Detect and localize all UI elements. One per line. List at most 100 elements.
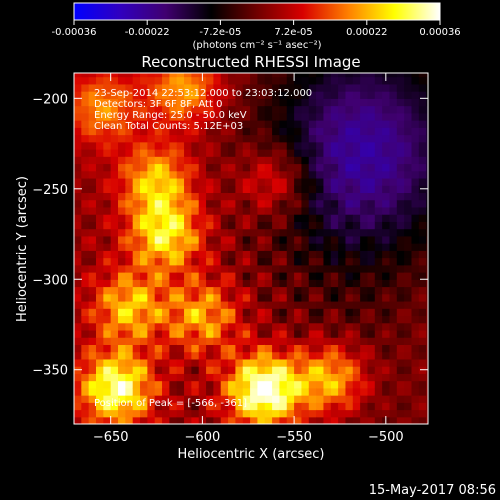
heatmap-cell [235, 257, 244, 266]
heatmap-cell [316, 366, 325, 374]
heatmap-cell [235, 286, 244, 295]
heatmap-cell [191, 228, 200, 237]
heatmap-cell [176, 98, 185, 107]
heatmap-cell [250, 163, 259, 172]
heatmap-cell [110, 264, 119, 273]
heatmap-cell [308, 228, 317, 237]
heatmap-cell [110, 185, 119, 194]
heatmap-cell [81, 163, 90, 172]
heatmap-cell [301, 264, 310, 273]
heatmap-cell [264, 279, 273, 288]
heatmap-cell [294, 409, 303, 418]
heatmap-cell [242, 395, 251, 403]
heatmap-cell [132, 105, 141, 114]
heatmap-cell [228, 177, 237, 186]
heatmap-cell [125, 395, 134, 403]
heatmap-cell [96, 264, 104, 273]
heatmap-cell [264, 76, 273, 85]
heatmap-cell [220, 73, 229, 78]
heatmap-cell [213, 112, 222, 121]
heatmap-cell [367, 358, 376, 367]
heatmap-cell [367, 127, 376, 136]
heatmap-cell [154, 112, 163, 121]
heatmap-cell [125, 199, 134, 208]
heatmap-cell [169, 148, 178, 157]
heatmap-cell [184, 98, 192, 107]
heatmap-cell [272, 76, 281, 85]
heatmap-cell [88, 221, 97, 230]
heatmap-cell [323, 250, 332, 259]
heatmap-cell [279, 199, 288, 208]
heatmap-cell [301, 163, 310, 172]
heatmap-cell [389, 250, 398, 259]
heatmap-cell [132, 206, 141, 215]
heatmap-cell [191, 91, 200, 99]
heatmap-cell [264, 272, 273, 280]
heatmap-cell [103, 373, 112, 382]
heatmap-cell [103, 409, 112, 418]
heatmap-cell [81, 192, 90, 201]
heatmap-cell [213, 156, 222, 165]
heatmap-cell [103, 112, 112, 121]
heatmap-cell [257, 366, 266, 374]
heatmap-cell [367, 148, 376, 157]
heatmap-cell [154, 76, 163, 85]
heatmap-cell [396, 272, 405, 280]
heatmap-cell [389, 148, 398, 157]
heatmap-cell [213, 337, 222, 345]
y-axis: −350−300−250−200 [32, 92, 428, 379]
heatmap-cell [81, 112, 90, 121]
heatmap-image [74, 73, 428, 424]
heatmap-cell [374, 105, 383, 114]
heatmap-cell [272, 206, 281, 215]
heatmap-cell [272, 221, 281, 230]
heatmap-cell [426, 235, 428, 244]
heatmap-cell [396, 73, 405, 78]
heatmap-cell [110, 329, 119, 338]
heatmap-cell [140, 373, 148, 382]
heatmap-cell [213, 308, 222, 317]
heatmap-cell [279, 228, 288, 237]
heatmap-cell [396, 105, 405, 114]
heatmap-cell [74, 177, 82, 186]
heatmap-cell [220, 337, 229, 345]
heatmap-cell [169, 141, 178, 150]
heatmap-cell [294, 264, 303, 273]
x-tick-label: −650 [93, 430, 129, 445]
heatmap-cell [360, 112, 369, 121]
heatmap-cell [264, 293, 273, 302]
heatmap-cell [338, 387, 347, 396]
heatmap-cell [147, 73, 156, 78]
heatmap-cell [118, 170, 126, 179]
heatmap-cell [345, 286, 354, 295]
heatmap-cell [316, 329, 325, 338]
heatmap-cell [352, 73, 361, 78]
heatmap-cell [323, 192, 332, 201]
heatmap-cell [228, 76, 237, 85]
heatmap-cell [323, 221, 332, 230]
heatmap-cell [396, 120, 405, 128]
heatmap-cell [301, 192, 310, 201]
heatmap-cell [176, 91, 185, 99]
heatmap-cell [389, 315, 398, 324]
heatmap-cell [140, 293, 148, 302]
heatmap-cell [411, 308, 420, 317]
heatmap-cell [330, 387, 339, 396]
heatmap-cell [382, 156, 391, 165]
heatmap-cell [213, 402, 222, 411]
heatmap-cell [389, 228, 398, 237]
heatmap-cell [169, 387, 178, 396]
heatmap-cell [169, 344, 178, 353]
heatmap-cell [235, 380, 244, 389]
heatmap-cell [345, 170, 354, 179]
heatmap-cell [162, 177, 170, 186]
heatmap-cell [147, 192, 156, 201]
heatmap-cell [176, 257, 185, 266]
heatmap-cell [426, 148, 428, 157]
heatmap-cell [96, 279, 104, 288]
heatmap-cell [88, 315, 97, 324]
heatmap-cell [228, 344, 237, 353]
heatmap-cell [213, 76, 222, 85]
heatmap-cell [367, 329, 376, 338]
heatmap-cell [228, 286, 237, 295]
